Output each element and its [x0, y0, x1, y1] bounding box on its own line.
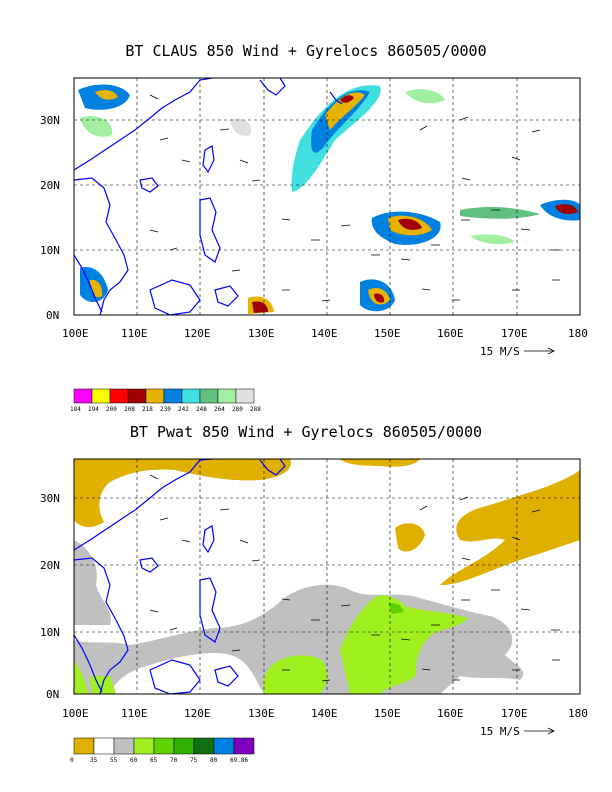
top-lon-label: 110E	[121, 327, 148, 340]
bottom-ref-vector-label: 15 M/S	[480, 725, 520, 738]
bottom-colorbar-swatch	[193, 737, 215, 755]
bottom-colorbar-swatch	[233, 737, 255, 755]
top-lon-label: 100E	[62, 327, 89, 340]
top-colorbar-label: 208	[124, 406, 135, 413]
top-colorbar-swatch	[145, 388, 165, 404]
top-colorbar-label: 248	[196, 406, 207, 413]
top-colorbar-swatch	[73, 388, 93, 404]
top-coastlines	[73, 77, 343, 316]
bottom-colorbar-swatch	[93, 737, 115, 755]
bottom-colorbar-label: 70	[170, 757, 178, 764]
top-lon-label: 180	[568, 327, 588, 340]
top-map-panel: 100E 110E 120E 130E 140E 150E 160E 170E …	[40, 77, 588, 413]
bottom-wind-vectors	[149, 474, 560, 682]
top-colorbar-label: 184	[70, 406, 81, 413]
bottom-colorbar-label: 65	[150, 757, 158, 764]
bottom-lon-label: 140E	[311, 707, 338, 720]
top-colorbar-swatch	[127, 388, 147, 404]
bottom-lon-label: 120E	[184, 707, 211, 720]
bottom-lon-label: 110E	[121, 707, 148, 720]
top-colorbar-label: 194	[88, 406, 99, 413]
bottom-colorbar-swatch	[73, 737, 95, 755]
bottom-panel-title: BT Pwat 850 Wind + Gyrelocs 860505/0000	[129, 423, 483, 441]
top-colorbar-label: 230	[160, 406, 171, 413]
bottom-lon-label: 180	[568, 707, 588, 720]
bottom-colorbar-swatch	[213, 737, 235, 755]
bottom-colorbar-swatch	[153, 737, 175, 755]
bottom-colorbar-swatch	[173, 737, 195, 755]
top-colorbar-label: 200	[106, 406, 117, 413]
top-lon-label: 130E	[248, 327, 275, 340]
top-lat-labels: 30N 20N 10N 0N	[40, 114, 60, 322]
bottom-lon-label: 170E	[501, 707, 528, 720]
top-lat-label: 0N	[46, 309, 59, 322]
bottom-colorbar-label: 35	[90, 757, 98, 764]
top-colorbar-swatch	[109, 388, 129, 404]
top-lon-label: 150E	[374, 327, 401, 340]
bottom-reference-vector: 15 M/S	[480, 725, 555, 738]
top-colorbar-swatch	[235, 388, 255, 404]
bottom-map-panel: 100E 110E 120E 130E 140E 150E 160E 170E …	[40, 458, 588, 764]
bottom-lat-label: 10N	[40, 626, 60, 639]
top-lon-label: 160E	[437, 327, 464, 340]
bottom-lat-labels: 30N 20N 10N 0N	[40, 492, 60, 701]
top-reference-vector: 15 M/S	[480, 345, 555, 358]
top-colorbar-label: 264	[214, 406, 225, 413]
bottom-lat-label: 30N	[40, 492, 60, 505]
bottom-colorbar-label: 0	[70, 757, 74, 764]
bottom-colorbar-label: 80	[210, 757, 218, 764]
top-ref-vector-label: 15 M/S	[480, 345, 520, 358]
top-lon-label: 170E	[501, 327, 528, 340]
bottom-colorbar-swatch	[113, 737, 135, 755]
bottom-colorbar-label: 60	[130, 757, 138, 764]
bottom-coastlines	[73, 458, 286, 695]
top-colorbar: 184 194 200 208 218 230 242 248 264 280 288	[70, 388, 261, 413]
top-colorbar-swatch	[91, 388, 111, 404]
top-colorbar-swatch	[181, 388, 201, 404]
top-wind-vectors	[149, 94, 560, 302]
bottom-pwat-shading	[74, 459, 580, 694]
top-gridlines	[74, 78, 580, 315]
bottom-lon-label: 150E	[374, 707, 401, 720]
top-lon-label: 120E	[184, 327, 211, 340]
bottom-gridlines	[74, 459, 580, 694]
bottom-lat-label: 0N	[46, 688, 59, 701]
top-lat-label: 10N	[40, 244, 60, 257]
top-colorbar-label: 280	[232, 406, 243, 413]
top-lon-labels: 100E 110E 120E 130E 140E 150E 160E 170E …	[62, 327, 588, 340]
top-lat-label: 20N	[40, 179, 60, 192]
bottom-colorbar-label: 75	[190, 757, 198, 764]
bottom-colorbar-swatch	[133, 737, 155, 755]
top-lat-label: 30N	[40, 114, 60, 127]
bottom-colorbar: 0 35 55 60 65 70 75 80 69.86	[70, 737, 255, 764]
top-colorbar-label: 288	[250, 406, 261, 413]
top-colorbar-label: 242	[178, 406, 189, 413]
top-colorbar-swatch	[217, 388, 237, 404]
top-colorbar-swatch	[199, 388, 219, 404]
bottom-lat-label: 20N	[40, 559, 60, 572]
bottom-colorbar-label: 55	[110, 757, 118, 764]
bottom-colorbar-label: 69.86	[230, 757, 248, 764]
top-panel-title: BT CLAUS 850 Wind + Gyrelocs 860505/0000	[125, 42, 487, 60]
bottom-lon-label: 160E	[437, 707, 464, 720]
bottom-lon-label: 100E	[62, 707, 89, 720]
bottom-lon-label: 130E	[248, 707, 275, 720]
top-lon-label: 140E	[311, 327, 338, 340]
top-cloud-shading	[78, 84, 580, 314]
top-colorbar-swatch	[163, 388, 183, 404]
top-colorbar-label: 218	[142, 406, 153, 413]
bottom-lon-labels: 100E 110E 120E 130E 140E 150E 160E 170E …	[62, 707, 588, 720]
